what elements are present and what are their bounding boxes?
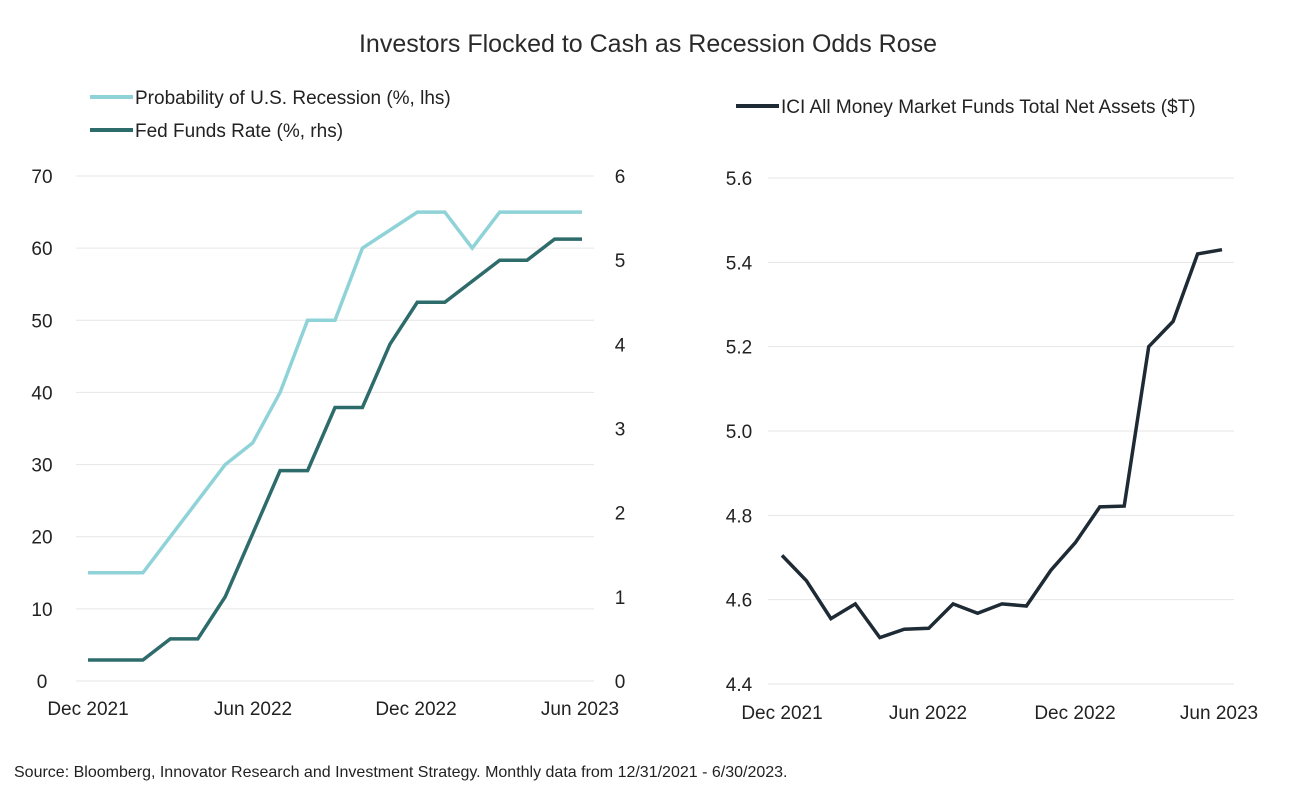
y-right-tick-label: 5 [615,251,626,272]
source-note: Source: Bloomberg, Innovator Research an… [14,764,788,781]
y-tick-label: 5.4 [726,253,753,274]
y-left-tick-label: 20 [31,528,52,549]
x-tick-label: Dec 2021 [741,703,822,724]
x-tick-label: Jun 2022 [214,699,292,720]
y-left-tick-label: 60 [31,239,52,260]
y-tick-label: 5.0 [726,422,752,443]
y-right-tick-label: 1 [615,588,626,609]
recession-probability-line [88,210,582,575]
y-left-tick-label: 30 [31,456,52,477]
y-tick-label: 5.6 [726,169,752,190]
x-tick-label: Dec 2022 [1034,703,1115,724]
x-tick-label: Jun 2023 [541,699,619,720]
y-right-tick-label: 2 [615,504,626,525]
money-market-assets-line [780,247,1223,640]
y-right-tick-label: 0 [615,672,626,693]
y-left-tick-label: 70 [31,167,52,188]
chart-title: Investors Flocked to Cash as Recession O… [358,30,938,58]
y-tick-label: 4.8 [726,506,752,527]
x-tick-label: Jun 2022 [889,703,967,724]
y-left-tick-label: 40 [31,383,52,404]
y-left-tick-label: 0 [37,672,48,693]
x-tick-label: Jun 2023 [1180,703,1258,724]
y-tick-label: 4.6 [726,591,752,612]
legend-label: Fed Funds Rate (%, rhs) [135,121,343,142]
y-right-tick-label: 3 [615,420,626,441]
legend-label: Probability of U.S. Recession (%, lhs) [135,88,451,109]
y-tick-label: 4.4 [726,675,753,696]
y-right-tick-label: 6 [615,167,626,188]
y-left-tick-label: 50 [31,311,52,332]
x-tick-label: Dec 2022 [375,699,456,720]
y-right-tick-label: 4 [615,335,626,356]
legend-label: ICI All Money Market Funds Total Net Ass… [781,97,1196,118]
y-tick-label: 5.2 [726,338,752,359]
y-left-tick-label: 10 [31,600,52,621]
x-tick-label: Dec 2021 [47,699,128,720]
fed-funds-rate-line [88,237,582,662]
